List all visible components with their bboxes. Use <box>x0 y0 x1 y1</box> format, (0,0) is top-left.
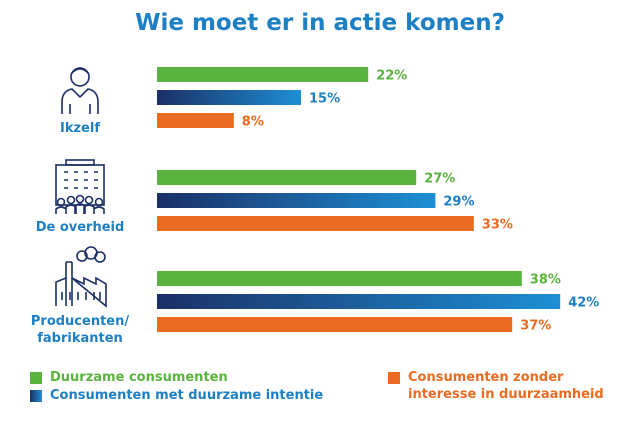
value-label-producenten-zonder-interesse: 37% <box>520 319 551 334</box>
value-label-ikzelf-zonder-interesse: 8% <box>242 115 264 130</box>
legend-duurzame-consumenten: Duurzame consumenten <box>50 370 228 385</box>
legend-swatch-intentie <box>30 390 42 402</box>
legend-consumenten-intentie: Consumenten met duurzame intentie <box>50 388 324 403</box>
person-icon <box>61 67 99 114</box>
bar-producenten-intentie <box>157 294 561 309</box>
value-label-ikzelf-intentie: 15% <box>309 92 340 107</box>
legend-swatch-zonder-interesse <box>388 372 400 384</box>
category-label-ikzelf: Ikzelf <box>60 121 100 136</box>
bar-ikzelf-duurzame <box>157 67 369 82</box>
value-label-producenten-intentie: 42% <box>568 296 599 311</box>
category-label-producenten: Producenten/ fabrikanten <box>30 314 130 346</box>
value-label-producenten-duurzame: 38% <box>530 273 561 288</box>
bar-ikzelf-intentie <box>157 90 301 105</box>
bar-producenten-duurzame <box>157 271 522 286</box>
category-label-de-overheid: De overheid <box>35 220 125 235</box>
government-building-icon <box>55 159 105 214</box>
legend-swatch-duurzame <box>30 372 42 384</box>
bar-ikzelf-zonder-interesse <box>157 113 234 128</box>
bar-producenten-zonder-interesse <box>157 317 513 332</box>
value-label-de-overheid-zonder-interesse: 33% <box>482 218 513 233</box>
factory-icon <box>55 246 107 308</box>
value-label-de-overheid-duurzame: 27% <box>424 172 455 187</box>
bar-de-overheid-duurzame <box>157 170 417 185</box>
value-label-de-overheid-intentie: 29% <box>443 195 474 210</box>
legend-consumenten-zonder-interesse: Consumenten zonder interesse in duurzaam… <box>408 370 604 402</box>
bar-de-overheid-zonder-interesse <box>157 216 474 231</box>
chart-title: Wie moet er in actie komen? <box>135 10 505 36</box>
bar-de-overheid-intentie <box>157 193 436 208</box>
value-label-ikzelf-duurzame: 22% <box>376 69 407 84</box>
